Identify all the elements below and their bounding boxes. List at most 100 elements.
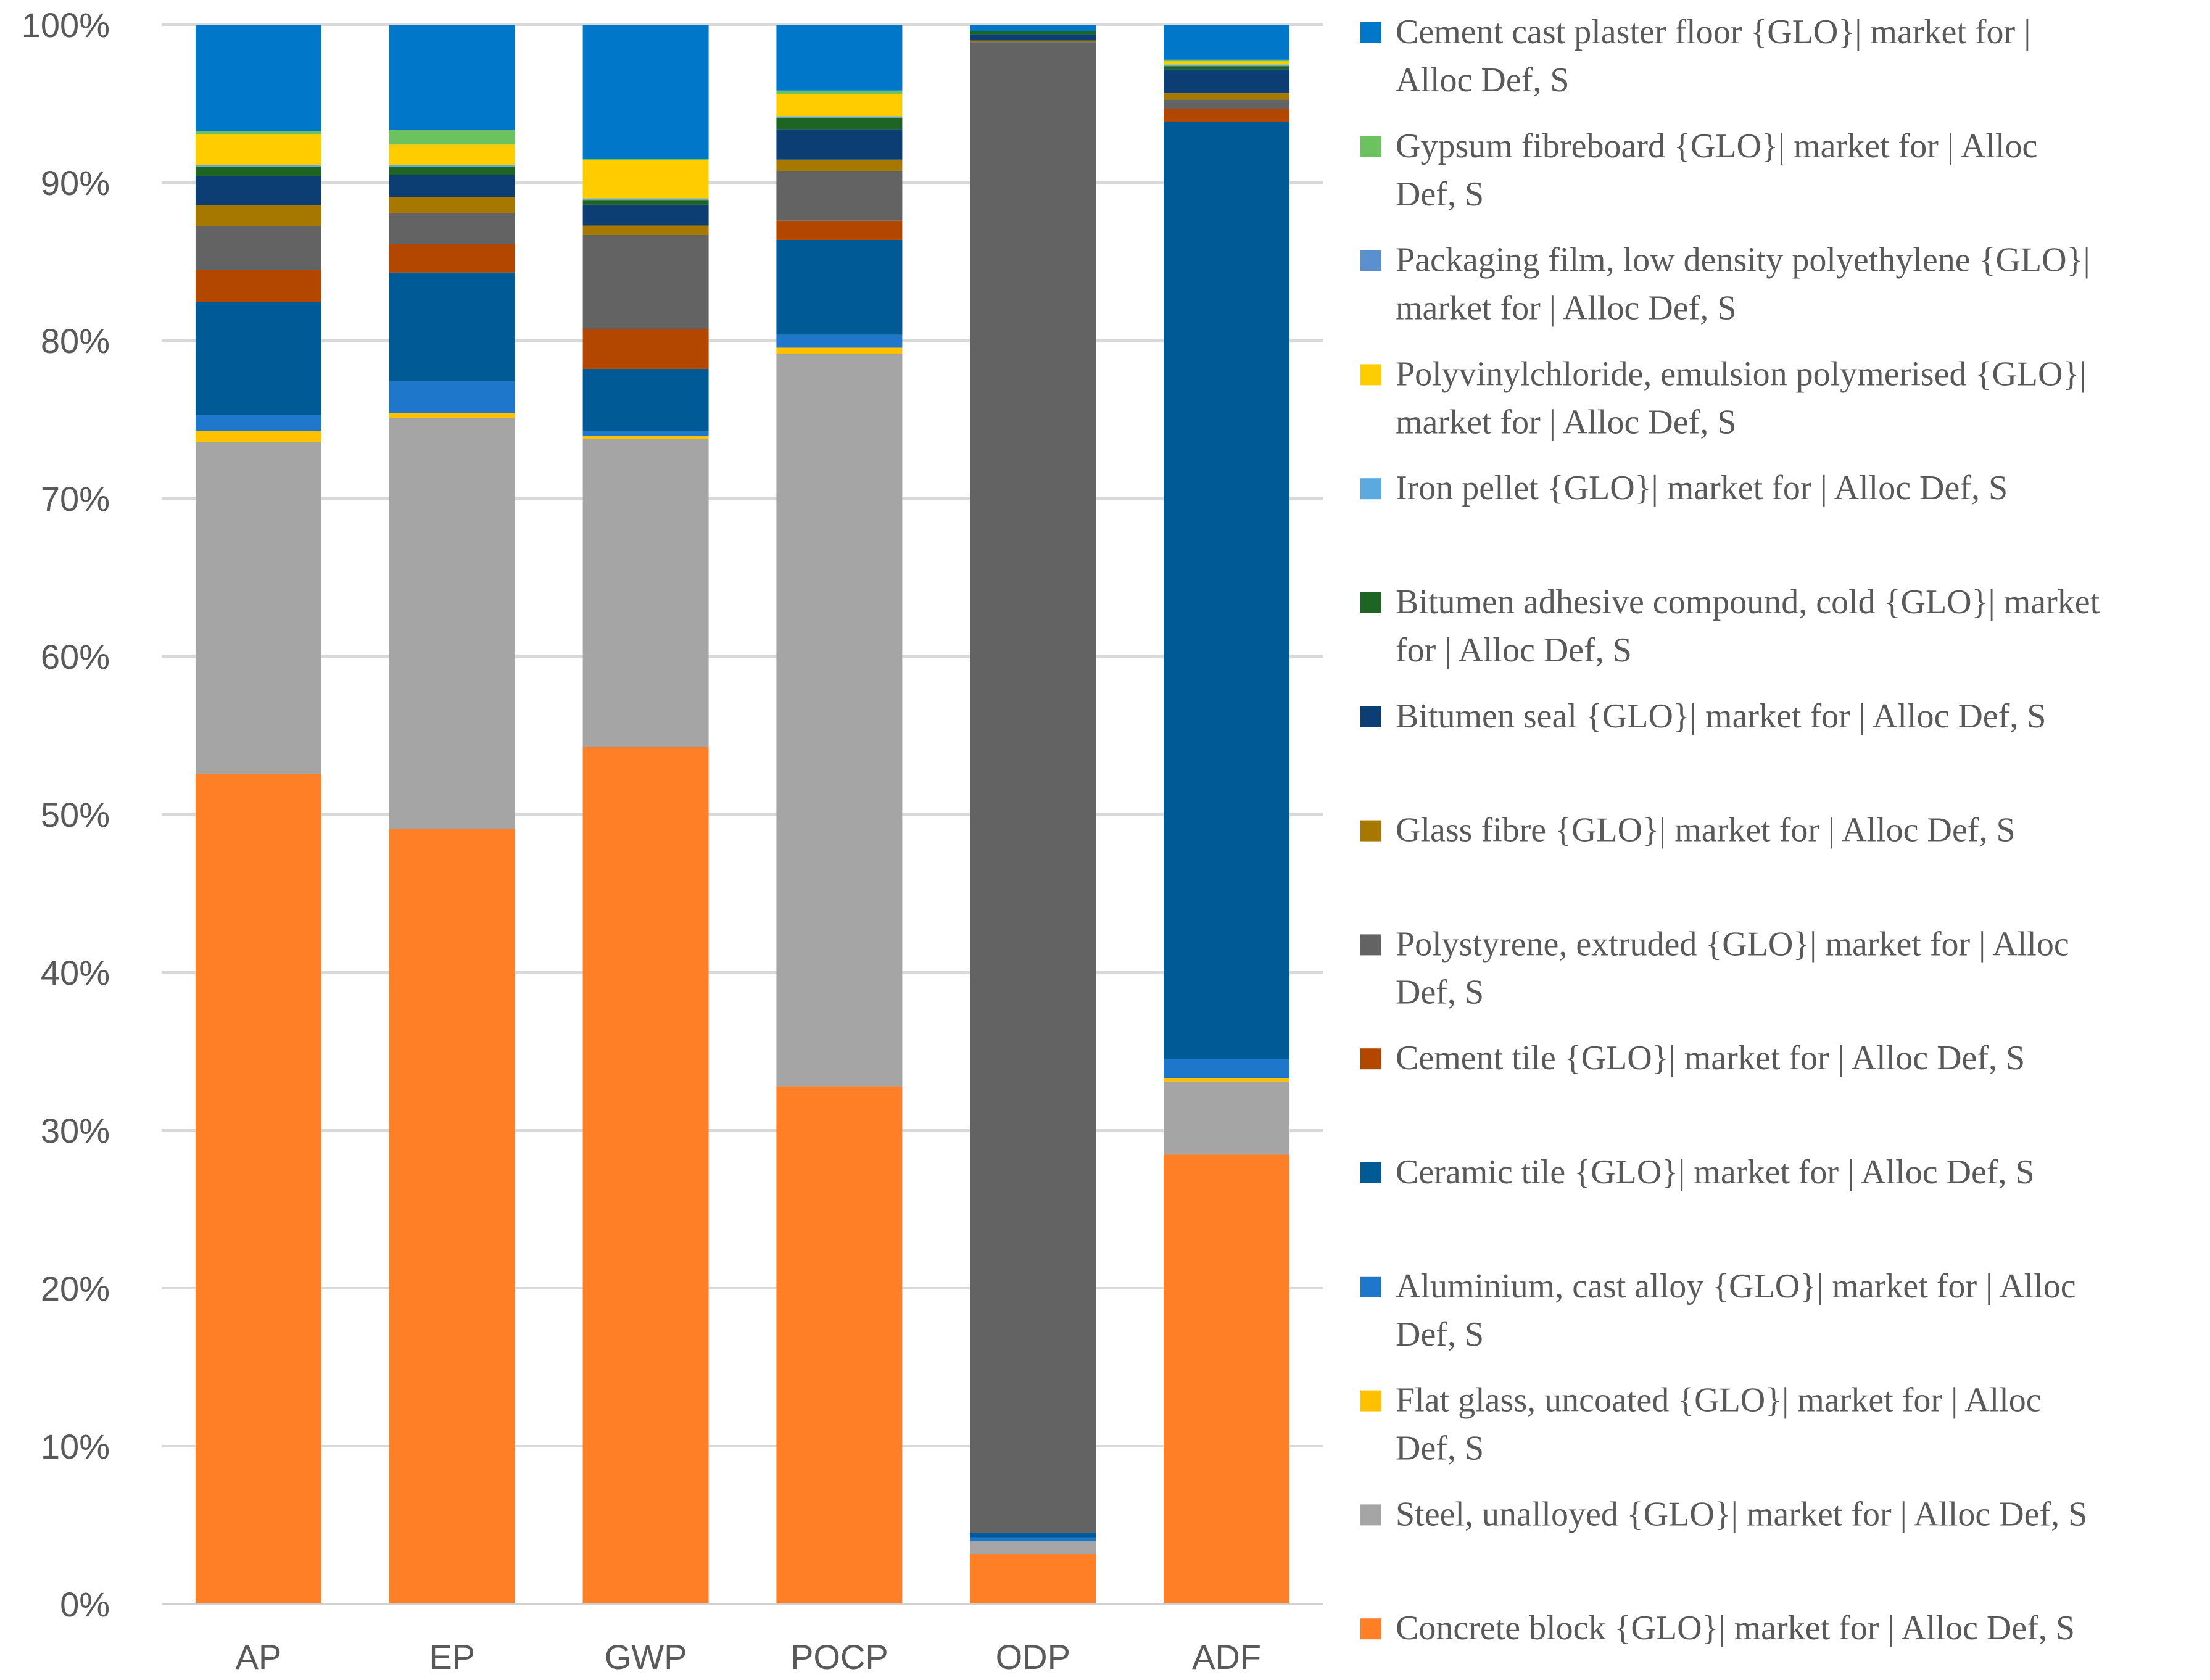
y-tick-label: 90% (41, 163, 110, 202)
bar-segment (776, 90, 903, 94)
legend-swatch (1360, 592, 1381, 613)
legend-swatch (1360, 478, 1381, 500)
legend-item: Cement tile {GLO}| market for | Alloc De… (1360, 1039, 2025, 1077)
bar-segment (582, 368, 709, 431)
bar-segment (1164, 99, 1290, 109)
bar-segment (1164, 1154, 1290, 1604)
bar-segment (195, 302, 321, 415)
bar-segment (582, 198, 709, 201)
bar-segment (195, 134, 321, 165)
legend-item: Glass fibre {GLO}| market for | Alloc De… (1360, 811, 2016, 850)
y-tick-label: 80% (41, 321, 110, 360)
bar-segment (1164, 1078, 1290, 1082)
legend-label: Cement cast plaster floor {GLO}| market … (1396, 13, 2030, 51)
x-category-label: POCP (790, 1637, 888, 1676)
bar-segment (582, 431, 709, 436)
bar-segment (776, 25, 903, 91)
bar-segment (776, 334, 903, 348)
y-tick-label: 100% (22, 6, 110, 44)
bar-segment (1164, 69, 1290, 94)
legend-label: Def, S (1396, 1315, 1484, 1354)
bar-segment (195, 165, 321, 167)
legend-label: Alloc Def, S (1396, 61, 1570, 99)
bar-segment (776, 93, 903, 117)
y-tick-label: 10% (41, 1427, 110, 1466)
bar-segment (195, 176, 321, 205)
legend-label: Steel, unalloyed {GLO}| market for | All… (1396, 1495, 2087, 1533)
legend-item: Flat glass, uncoated {GLO}| market for |… (1360, 1381, 2042, 1468)
legend-swatch (1360, 706, 1381, 727)
bar-segment (195, 25, 321, 131)
legend-item: Bitumen seal {GLO}| market for | Alloc D… (1360, 697, 2046, 735)
bars (195, 25, 1290, 1604)
y-tick-label: 70% (41, 479, 110, 518)
bar-segment (195, 205, 321, 226)
bar-segment (582, 439, 709, 747)
bar-segment (389, 144, 515, 166)
legend-swatch (1360, 1048, 1381, 1070)
legend-label: Aluminium, cast alloy {GLO}| market for … (1396, 1267, 2076, 1306)
bar-segment (1164, 109, 1290, 122)
y-tick-label: 20% (41, 1269, 110, 1308)
legend-item: Polystyrene, extruded {GLO}| market for … (1360, 925, 2069, 1011)
y-tick-label: 60% (41, 637, 110, 676)
legend-swatch (1360, 934, 1381, 956)
bar-segment (389, 167, 515, 175)
legend-label: Concrete block {GLO}| market for | Alloc… (1396, 1609, 2075, 1647)
bar-segment (195, 166, 321, 176)
legend-item: Concrete block {GLO}| market for | Alloc… (1360, 1609, 2075, 1647)
legend-label: Def, S (1396, 1430, 1484, 1468)
bar-segment (1164, 61, 1290, 65)
legend-label: Gypsum fibreboard {GLO}| market for | Al… (1396, 127, 2037, 165)
bar-segment (389, 25, 515, 131)
bar-segment (195, 270, 321, 302)
bar-segment (389, 418, 515, 829)
legend-swatch (1360, 22, 1381, 43)
legend-label: Polystyrene, extruded {GLO}| market for … (1396, 925, 2069, 963)
y-tick-label: 40% (41, 953, 110, 992)
bar-segment (389, 130, 515, 145)
bar-segment (1164, 1081, 1290, 1155)
bar-segment (1164, 93, 1290, 100)
bar-segment (389, 381, 515, 413)
bar-segment (582, 25, 709, 159)
bar-segment (970, 40, 1096, 43)
legend: Cement cast plaster floor {GLO}| market … (1360, 13, 2100, 1647)
bar-segment (1164, 59, 1290, 62)
bar-segment (776, 129, 903, 160)
legend-label: Glass fibre {GLO}| market for | Alloc De… (1396, 811, 2016, 850)
bar-segment (1164, 66, 1290, 70)
bar-segment (389, 413, 515, 418)
bar-segment (389, 829, 515, 1604)
x-category-label: AP (236, 1637, 282, 1676)
bar-segment (389, 175, 515, 197)
bar-segment (389, 197, 515, 213)
legend-swatch (1360, 820, 1381, 842)
bar-segment (776, 116, 903, 118)
bar-segment (1164, 25, 1290, 60)
legend-swatch (1360, 1162, 1381, 1183)
bar-segment (970, 25, 1096, 31)
gridlines (162, 23, 1323, 1447)
bar-segment (776, 1086, 903, 1604)
legend-label: for | Alloc Def, S (1396, 631, 1632, 669)
y-tick-label: 0% (60, 1585, 110, 1624)
legend-item: Bitumen adhesive compound, cold {GLO}| m… (1360, 583, 2100, 669)
legend-label: Flat glass, uncoated {GLO}| market for |… (1396, 1381, 2042, 1420)
bar-segment (582, 160, 709, 199)
bar-segment (195, 131, 321, 134)
legend-label: market for | Alloc Def, S (1396, 403, 1736, 441)
legend-item: Packaging film, low density polyethylene… (1360, 241, 2090, 328)
x-axis-categories: AP EP GWP POCP ODP ADF (236, 1637, 1262, 1676)
x-category-label: EP (429, 1637, 475, 1676)
bar-segment (582, 158, 709, 160)
bar-segment (776, 239, 903, 335)
x-category-label: GWP (605, 1637, 687, 1676)
bar-segment (582, 225, 709, 235)
bar-segment (970, 31, 1096, 35)
bar-segment (582, 436, 709, 439)
bar-segment (582, 234, 709, 329)
legend-label: Bitumen seal {GLO}| market for | Alloc D… (1396, 697, 2046, 735)
legend-label: Ceramic tile {GLO}| market for | Alloc D… (1396, 1153, 2035, 1191)
